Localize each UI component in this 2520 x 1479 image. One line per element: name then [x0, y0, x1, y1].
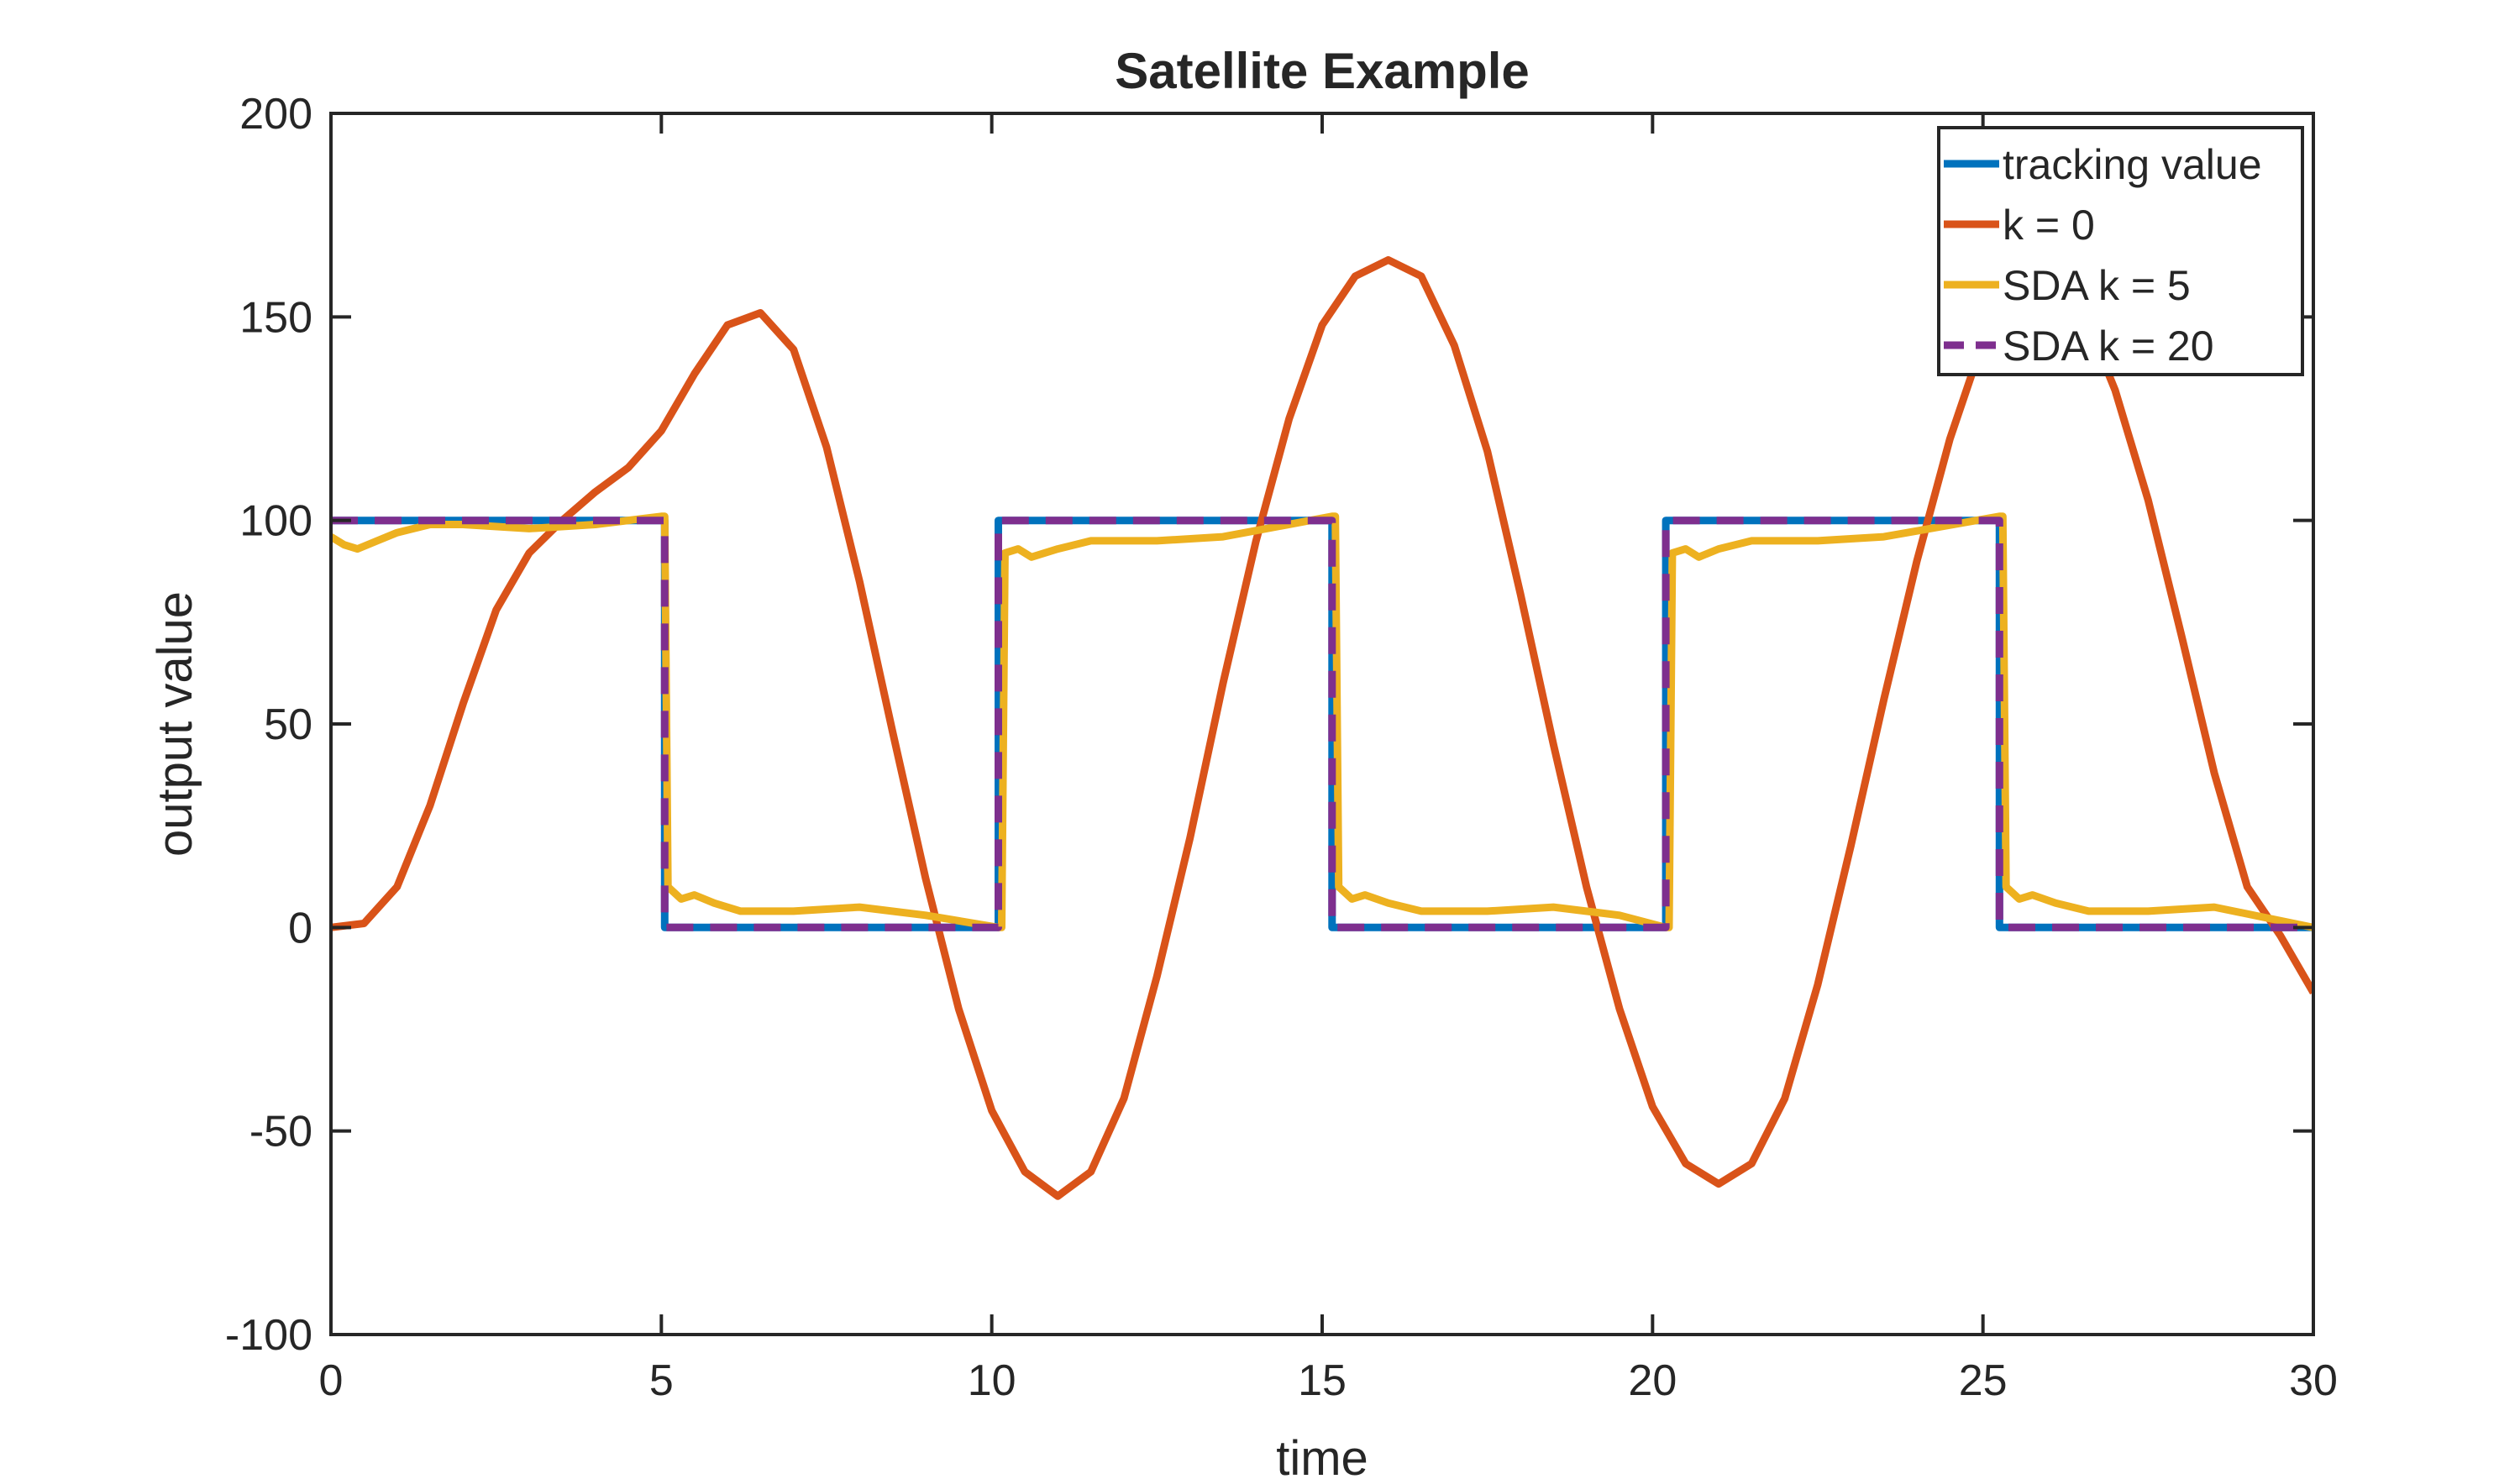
x-tick-label: 25 — [1959, 1356, 2008, 1405]
y-tick-label: 150 — [239, 293, 312, 342]
legend: tracking value k = 0 SDA k = 5 SDA k = 20 — [1937, 126, 2304, 376]
y-tick-label: 50 — [264, 700, 312, 749]
legend-label-4: SDA k = 20 — [2003, 323, 2214, 370]
y-tick-label: -100 — [225, 1311, 312, 1360]
y-tick-label: 100 — [239, 497, 312, 546]
tick-layer: 0 5 10 15 20 25 30 -100 -50 0 50 100 150 200 — [225, 90, 2338, 1405]
x-tick-label: 10 — [968, 1356, 1016, 1405]
y-tick-label: 0 — [288, 904, 312, 952]
y-axis-label: output value — [148, 591, 202, 857]
y-tick-label: -50 — [249, 1108, 312, 1156]
y-tick-label: 200 — [239, 90, 312, 139]
x-tick-label: 30 — [2289, 1356, 2338, 1405]
legend-items: tracking value k = 0 SDA k = 5 SDA k = 20 — [1944, 141, 2262, 370]
x-tick-label: 15 — [1298, 1356, 1347, 1405]
chart-title: Satellite Example — [1115, 43, 1530, 99]
legend-label-1: tracking value — [2003, 141, 2262, 188]
series-layer — [331, 256, 2313, 1200]
plot-area: 0 5 10 15 20 25 30 -100 -50 0 50 100 150 200 — [225, 90, 2338, 1405]
x-tick-label: 20 — [1628, 1356, 1677, 1405]
legend-label-2: k = 0 — [2003, 202, 2095, 249]
legend-label-3: SDA k = 5 — [2003, 262, 2191, 309]
series-line-4 — [331, 517, 2313, 931]
x-axis-label: time — [1276, 1431, 1368, 1479]
legend-box — [1937, 126, 2304, 376]
x-tick-label: 5 — [649, 1356, 674, 1405]
x-tick-label: 0 — [319, 1356, 344, 1405]
